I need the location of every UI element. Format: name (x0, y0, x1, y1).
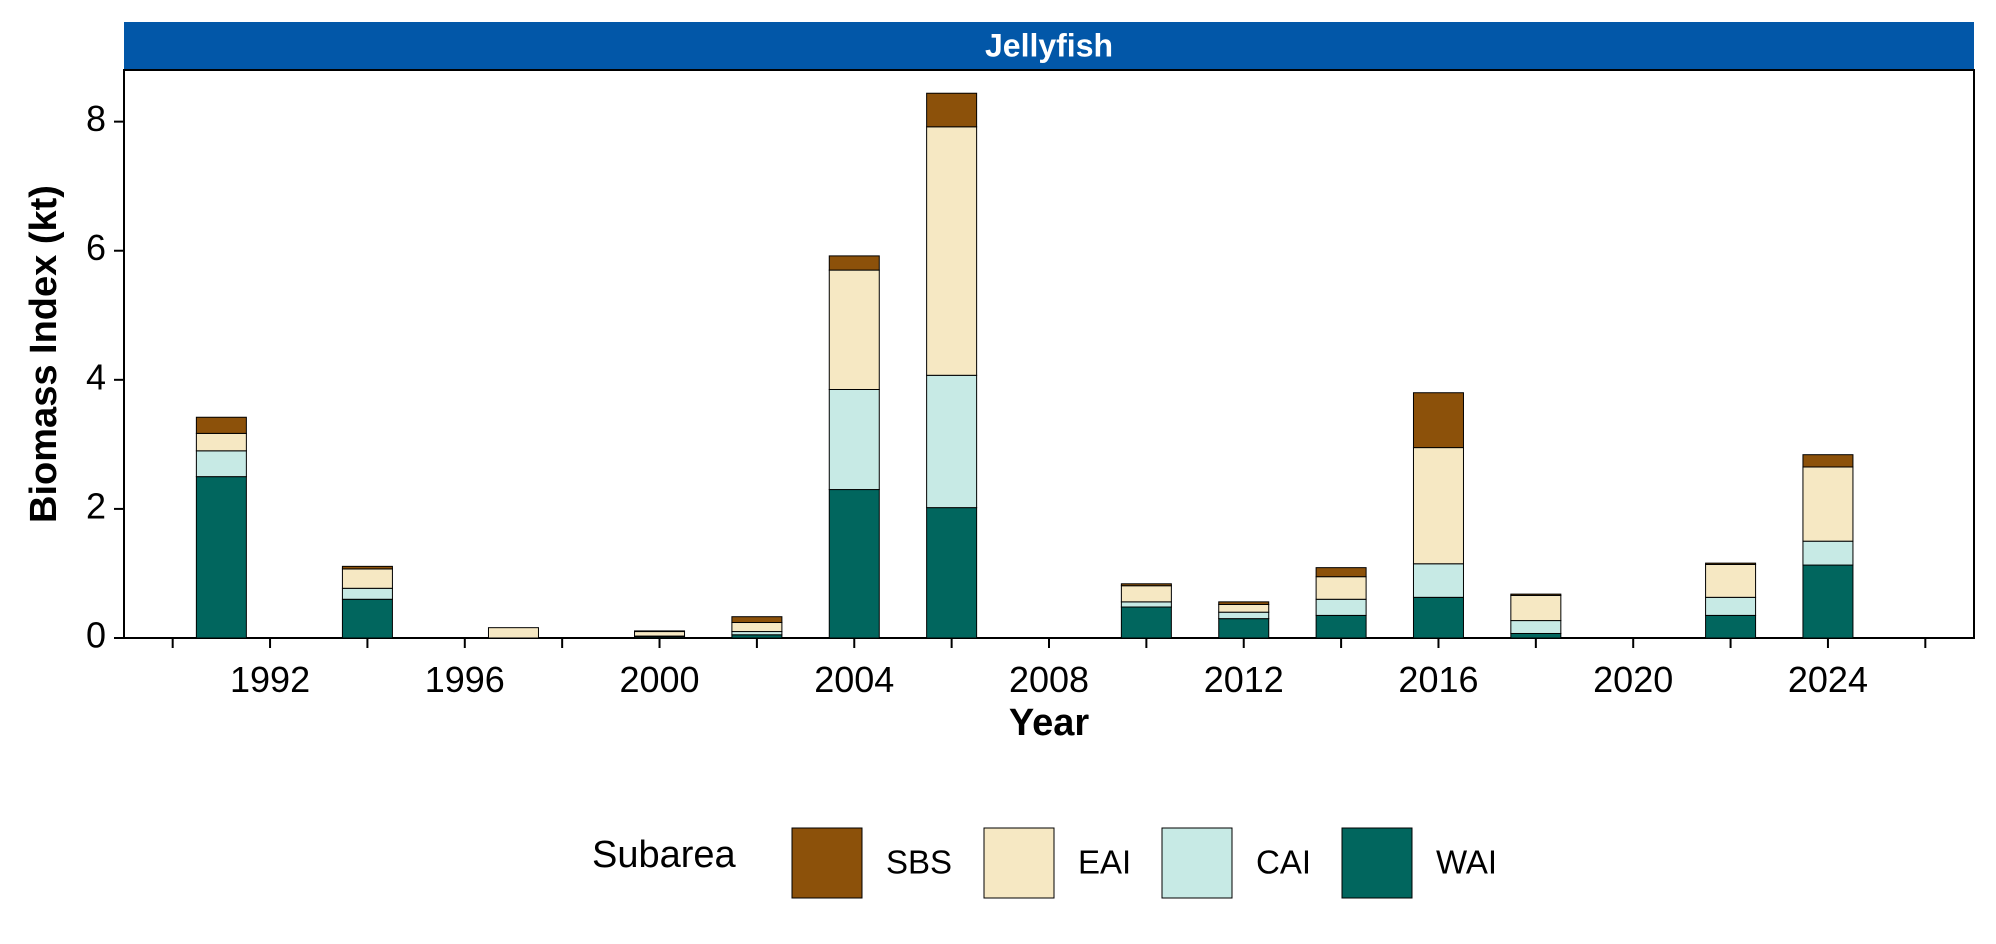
bar-segment-cai-2012 (1218, 611, 1270, 620)
x-tick-label: 2020 (1593, 659, 1673, 700)
plot-panel (123, 69, 1975, 639)
bar-segment-sbs-2006 (926, 92, 978, 128)
x-tick-label: 2004 (814, 659, 894, 700)
bar-segment-cai-2006 (926, 374, 978, 509)
x-tick-label: 1996 (425, 659, 505, 700)
bar-segment-eai-1994 (341, 568, 393, 589)
x-axis: 1992 1996 2000 2004 2008 2012 2016 2020 2024 (171, 638, 1927, 700)
y-tick-label: 2 (86, 485, 106, 526)
bar-segment-sbs-2002 (731, 616, 783, 624)
x-tick-label: 2016 (1398, 659, 1478, 700)
legend-key-cai (1161, 827, 1233, 899)
legend-key-eai (983, 827, 1055, 899)
bar-segment-sbs-1994 (341, 565, 393, 570)
bar-segment-eai-2022 (1705, 563, 1757, 598)
bar-segment-eai-2024 (1802, 466, 1854, 542)
bar-segment-eai-2010 (1120, 585, 1172, 603)
bar-segment-sbs-2024 (1802, 454, 1854, 468)
bar-segment-sbs-2022 (1705, 562, 1757, 565)
y-tick-label: 4 (86, 356, 106, 397)
bar-segment-wai-2004 (828, 489, 880, 639)
bar-segment-wai-2016 (1412, 596, 1464, 639)
bar-segment-wai-2024 (1802, 564, 1854, 639)
panel-title: Jellyfish (985, 27, 1113, 63)
x-tick-label: 2024 (1788, 659, 1868, 700)
bar-segment-eai-2000 (634, 631, 686, 637)
bar-segment-cai-2022 (1705, 596, 1757, 616)
panel-strip (124, 22, 1974, 70)
legend-title: Subarea (592, 834, 737, 876)
bar-segment-sbs-2012 (1218, 601, 1270, 605)
bar-segment-eai-2004 (828, 269, 880, 390)
y-tick-label: 8 (86, 98, 106, 139)
bar-segment-eai-2002 (731, 622, 783, 633)
bar-segment-sbs-1991 (195, 416, 247, 434)
bar-segment-sbs-2010 (1120, 583, 1172, 587)
y-axis: 0 2 4 6 8 (86, 98, 124, 656)
bars-layer (195, 92, 1854, 639)
legend-key-sbs (791, 827, 863, 899)
bar-segment-sbs-2014 (1315, 567, 1367, 578)
bar-segment-sbs-2018 (1510, 593, 1562, 596)
y-tick-label: 6 (86, 227, 106, 268)
bar-segment-cai-2016 (1412, 563, 1464, 598)
bar-segment-wai-1994 (341, 598, 393, 639)
bar-segment-cai-1994 (341, 587, 393, 600)
y-tick-label: 0 (86, 615, 106, 656)
bar-segment-eai-2006 (926, 126, 978, 376)
bar-segment-sbs-2004 (828, 255, 880, 271)
x-tick-label: 2000 (619, 659, 699, 700)
y-axis-title: Biomass Index (kt) (23, 185, 65, 523)
bar-segment-eai-2018 (1510, 594, 1562, 622)
bar-segment-wai-2012 (1218, 618, 1270, 639)
legend-label-sbs: SBS (886, 844, 952, 881)
legend-label-cai: CAI (1256, 844, 1311, 881)
bar-segment-wai-1991 (195, 476, 247, 639)
bar-segment-cai-2004 (828, 389, 880, 491)
bar-segment-eai-2014 (1315, 576, 1367, 600)
bar-segment-sbs-2016 (1412, 392, 1464, 449)
bar-segment-cai-2014 (1315, 598, 1367, 616)
bar-segment-cai-2018 (1510, 620, 1562, 634)
bar-segment-eai-2016 (1412, 447, 1464, 565)
bar-segment-eai-1991 (195, 432, 247, 452)
legend: Subarea SBS EAI CAI WAI (592, 827, 1497, 899)
x-tick-label: 2008 (1009, 659, 1089, 700)
bar-segment-cai-1991 (195, 450, 247, 478)
bar-segment-wai-2022 (1705, 614, 1757, 639)
x-axis-title: Year (1009, 702, 1090, 744)
bar-segment-wai-2010 (1120, 606, 1172, 639)
legend-key-wai (1341, 827, 1413, 899)
bar-segment-wai-2006 (926, 507, 978, 639)
legend-label-wai: WAI (1436, 844, 1497, 881)
x-tick-label: 1992 (230, 659, 310, 700)
legend-label-eai: EAI (1078, 844, 1131, 881)
bar-segment-wai-2014 (1315, 614, 1367, 639)
bar-segment-eai-2012 (1218, 603, 1270, 613)
bar-segment-cai-2010 (1120, 601, 1172, 608)
bar-segment-sbs-2000 (634, 630, 686, 633)
bar-segment-cai-2024 (1802, 540, 1854, 566)
x-tick-label: 2012 (1204, 659, 1284, 700)
bar-segment-wai-2018 (1510, 632, 1562, 639)
bar-segment-eai-1997 (487, 627, 539, 639)
